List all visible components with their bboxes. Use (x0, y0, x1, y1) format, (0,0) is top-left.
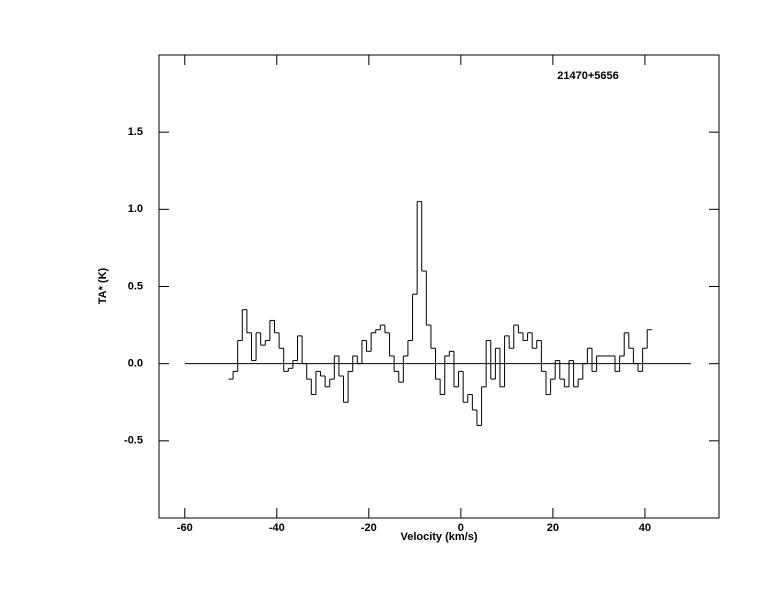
x-tick-label: -20 (361, 522, 377, 534)
x-tick-label: 20 (547, 522, 559, 534)
plot-frame (158, 54, 720, 519)
x-tick-label: -40 (269, 522, 285, 534)
y-tick-label: 1.0 (128, 203, 143, 215)
x-tick-label: 0 (458, 522, 464, 534)
chart-title: 21470+5656 (557, 70, 618, 82)
y-axis-label: TA* (K) (97, 267, 109, 304)
x-axis-label: Velocity (km/s) (400, 531, 477, 543)
y-tick-label: 0.0 (128, 358, 143, 370)
x-tick-label: -60 (177, 522, 193, 534)
y-tick-label: -0.5 (124, 435, 143, 447)
y-tick-label: 1.5 (128, 126, 143, 138)
x-tick-label: 40 (639, 522, 651, 534)
y-tick-label: 0.5 (128, 280, 143, 292)
